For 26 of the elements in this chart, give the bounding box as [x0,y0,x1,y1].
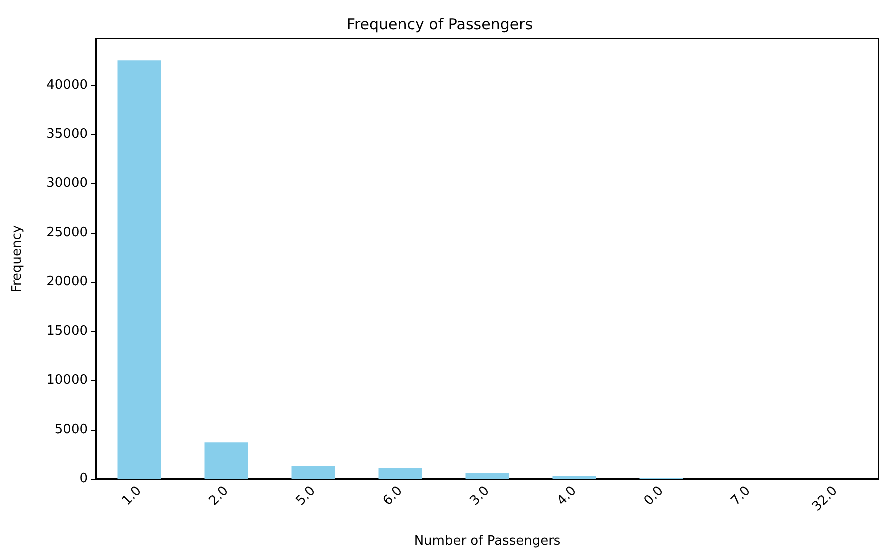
bar [204,442,248,479]
y-tick-label: 10000 [46,373,88,388]
x-tick-label: 7.0 [728,484,754,509]
y-axis-title: Frequency [10,225,25,293]
x-tick-label: 1.0 [120,484,145,509]
y-tick-label: 35000 [46,126,88,142]
x-tick-label: 6.0 [380,484,406,509]
x-tick-label: 2.0 [206,484,232,509]
bar [466,473,510,479]
y-tick-label: 0 [80,472,88,486]
y-tick-label: 40000 [46,78,88,93]
x-tick-label: 0.0 [642,484,667,509]
x-tick-label: 3.0 [468,484,493,509]
x-tick-label: 5.0 [294,484,319,509]
bar [552,476,596,479]
x-axis-title: Number of Passengers [414,534,561,549]
bar [292,466,336,479]
bar [118,60,162,479]
chart-title: Frequency of Passengers [346,16,534,34]
bar [378,468,422,479]
y-tick-label: 30000 [46,176,88,192]
y-tick-label: 5000 [54,422,88,438]
y-tick-label: 15000 [46,324,88,339]
y-tick-label: 25000 [46,225,88,240]
x-tick-label: 4.0 [554,484,580,509]
y-tick-label: 20000 [46,274,88,290]
